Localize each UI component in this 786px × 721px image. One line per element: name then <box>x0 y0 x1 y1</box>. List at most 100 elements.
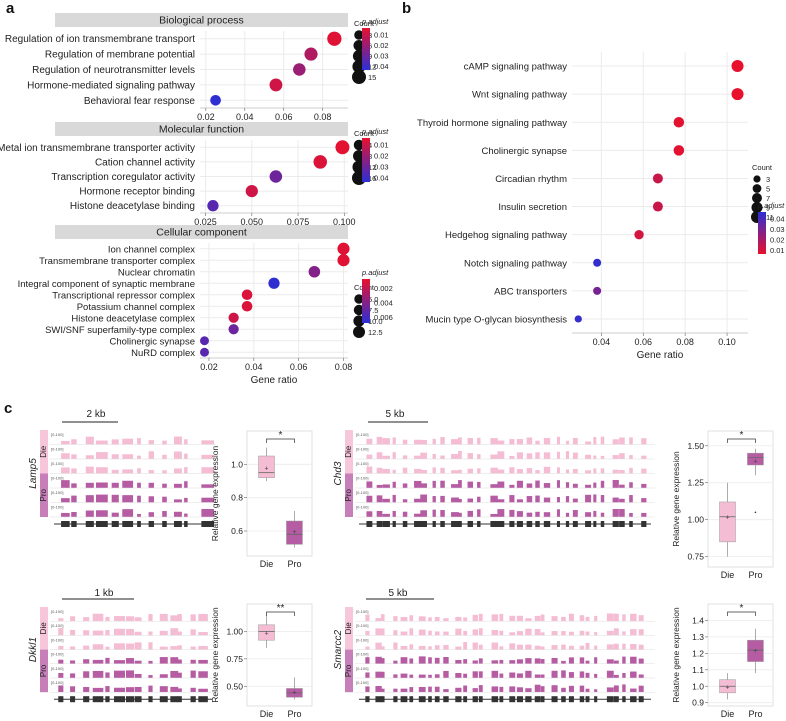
gene-model-exon <box>526 521 533 527</box>
coverage-bar <box>556 480 560 488</box>
y-axis-title: Relative gene expression <box>210 607 220 703</box>
category-label: Thyroid hormone signaling pathway <box>417 118 567 129</box>
gene-model-exon <box>83 696 90 703</box>
x-tick-label: Pro <box>748 709 762 719</box>
coverage-bar <box>630 688 637 693</box>
coverage-bar <box>579 671 585 678</box>
coverage-bar <box>540 614 545 622</box>
coverage-bar <box>366 481 373 488</box>
group-die-text: Die <box>39 622 48 635</box>
gene-model-exon <box>622 696 626 703</box>
coverage-bar <box>509 615 516 622</box>
coverage-bar <box>414 468 422 474</box>
coverage-bar <box>612 469 619 474</box>
gene-model-exon <box>540 696 545 703</box>
coverage-bar <box>85 466 94 474</box>
gene-model-exon <box>467 521 473 527</box>
gene-model-exon <box>629 521 633 527</box>
track-range-label: [0-100] <box>356 461 368 466</box>
coverage-bar <box>434 631 440 636</box>
box-body <box>747 452 764 466</box>
legend-count-title: Count <box>752 163 773 172</box>
coverage-bar <box>606 630 614 636</box>
coverage-bar <box>393 616 398 622</box>
coverage-bar <box>443 689 449 693</box>
coverage-bar <box>585 470 592 474</box>
x-tick-label: 0.08 <box>314 112 332 122</box>
coverage-bar <box>551 631 558 636</box>
box-mean: + <box>292 529 296 536</box>
coverage-bar <box>565 482 570 488</box>
legend-count-label: 5 <box>766 185 770 194</box>
gene-model-exon <box>198 696 208 703</box>
gene-model-exon <box>148 696 153 703</box>
legend-p-title: p.adjust <box>361 127 389 136</box>
coverage-bar <box>499 613 504 622</box>
gene-model-exon <box>414 521 422 527</box>
coverage-bar <box>579 645 585 650</box>
coverage-bar <box>497 440 505 445</box>
coverage-bar <box>375 618 382 622</box>
category-label: SWI/SNF superfamily-type complex <box>45 325 195 336</box>
coverage-bar <box>162 511 167 517</box>
group-label-pro <box>345 649 353 693</box>
coverage-bar <box>393 642 398 650</box>
coverage-bar <box>606 644 614 650</box>
coverage-bar <box>565 469 570 474</box>
gene-model-exon <box>525 696 532 703</box>
coverage-bar <box>418 656 426 664</box>
coverage-bar <box>184 513 188 517</box>
coverage-bar <box>365 646 370 650</box>
coverage-bar <box>606 670 614 678</box>
coverage-bar <box>630 629 637 636</box>
coverage-bar <box>613 628 619 636</box>
coverage-bar <box>497 451 505 459</box>
legend-count-label: 12 <box>368 63 376 72</box>
gene-model-exon <box>638 696 644 703</box>
coverage-bar <box>641 455 647 459</box>
coverage-bar <box>174 511 182 517</box>
coverage-bar <box>434 657 440 664</box>
coverage-bar <box>95 494 108 503</box>
gene-model-exon <box>534 696 541 703</box>
category-label: Histone deacetylase complex <box>71 313 195 324</box>
coverage-bar <box>170 628 179 636</box>
coverage-bar <box>565 496 570 503</box>
gene-model-exon <box>58 696 64 703</box>
coverage-bar <box>85 510 94 517</box>
gene-model-exon <box>366 521 373 527</box>
coverage-bar <box>463 659 468 664</box>
legend-p-label: 0.006 <box>374 313 393 322</box>
legend-count-dot <box>752 184 762 193</box>
track-range-label: [0-100] <box>356 505 368 510</box>
panel-letter-a: a <box>6 0 15 17</box>
coverage-bar <box>170 615 179 622</box>
coverage-bar <box>463 642 468 650</box>
legend-count-label: 5.0 <box>368 295 378 304</box>
coverage-bar <box>467 468 473 474</box>
legend-count-label: 10.0 <box>368 317 383 326</box>
coverage-bar <box>428 617 432 622</box>
category-label: Transcriptional repressor complex <box>52 290 195 301</box>
gene-model-exon <box>134 696 142 703</box>
coverage-bar <box>375 642 382 650</box>
coverage-bar <box>137 482 141 488</box>
legend-count-dot <box>352 70 366 84</box>
coverage-bar <box>551 657 558 664</box>
coverage-bar <box>455 687 462 693</box>
gene-name: Lamp5 <box>28 458 39 489</box>
coverage-bar <box>71 495 77 503</box>
gene-model-exon <box>509 521 515 527</box>
coverage-bar <box>612 479 619 488</box>
coverage-bar <box>509 455 515 459</box>
coverage-bar <box>432 467 436 474</box>
significance-label: * <box>740 603 744 614</box>
coverage-bar <box>622 672 626 678</box>
gene-model-exon <box>641 521 647 527</box>
category-label: Cholinergic synapse <box>481 146 567 157</box>
coverage-bar <box>525 644 532 650</box>
coverage-bar <box>71 454 77 459</box>
gene-model-exon <box>85 521 94 527</box>
coverage-bar <box>434 686 440 693</box>
coverage-bar <box>641 512 647 517</box>
